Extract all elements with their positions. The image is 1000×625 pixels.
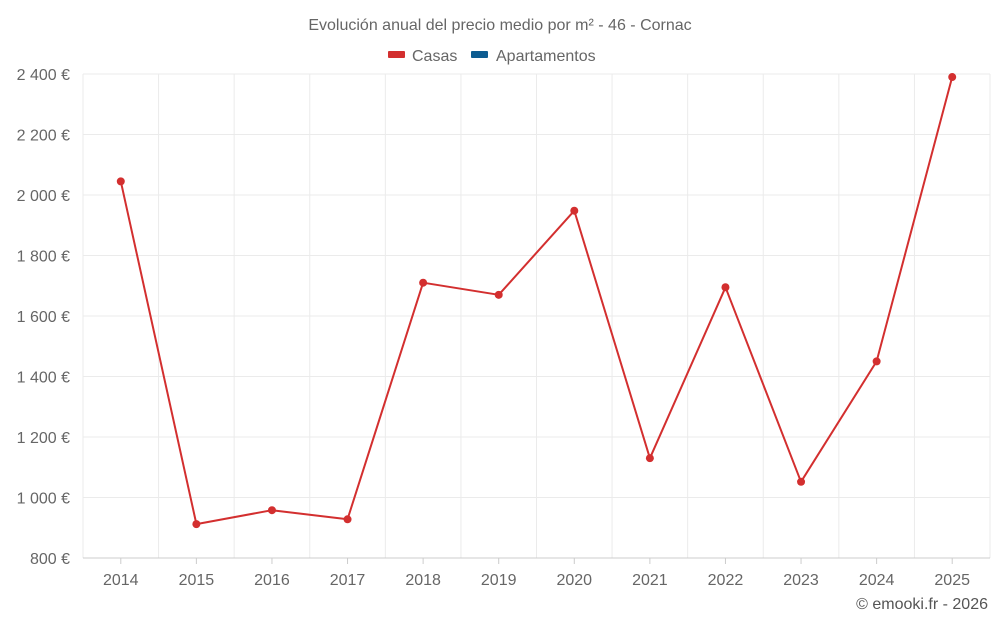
legend-label-apartamentos[interactable]: Apartamentos <box>496 48 596 65</box>
x-axis-ticks: 2014 2015 2016 2017 2018 2019 2020 2021 2022 2023… <box>103 558 970 589</box>
chart-title: Evolución anual del precio medio por m² … <box>308 17 691 34</box>
x-tick-label: 2014 <box>103 572 139 589</box>
gridlines <box>82 73 991 558</box>
y-axis-ticks: 800 € 1 000 € 1 200 € 1 400 € 1 600 € 1 800 €… <box>17 67 70 568</box>
data-point[interactable] <box>267 506 276 515</box>
data-point[interactable] <box>797 477 806 486</box>
x-tick-label: 2022 <box>708 572 744 589</box>
y-tick-label: 2 000 € <box>17 188 70 205</box>
y-tick-label: 800 € <box>30 551 70 568</box>
x-tick-label: 2016 <box>254 572 290 589</box>
data-point[interactable] <box>872 357 881 366</box>
series-layer <box>116 73 957 529</box>
legend-swatch-apartamentos[interactable] <box>471 51 488 58</box>
data-point[interactable] <box>116 177 125 186</box>
data-point[interactable] <box>570 206 579 215</box>
x-tick-label: 2018 <box>405 572 441 589</box>
y-tick-label: 2 200 € <box>17 128 70 145</box>
legend-swatch-casas[interactable] <box>388 51 405 58</box>
x-tick-label: 2025 <box>934 572 970 589</box>
x-tick-label: 2015 <box>179 572 215 589</box>
legend: Casas Apartamentos <box>388 48 596 65</box>
data-point[interactable] <box>419 278 428 287</box>
data-point[interactable] <box>721 283 730 292</box>
series-line-0 <box>119 76 954 526</box>
y-tick-label: 1 400 € <box>17 370 70 387</box>
x-tick-label: 2021 <box>632 572 668 589</box>
y-tick-label: 2 400 € <box>17 67 70 84</box>
data-point[interactable] <box>948 73 957 82</box>
data-point[interactable] <box>645 454 654 463</box>
data-point[interactable] <box>494 290 503 299</box>
legend-label-casas[interactable]: Casas <box>412 48 457 65</box>
x-tick-label: 2019 <box>481 572 517 589</box>
credit-text: © emooki.fr - 2026 <box>856 596 988 613</box>
x-tick-label: 2020 <box>556 572 592 589</box>
y-tick-label: 1 200 € <box>17 430 70 447</box>
x-tick-label: 2023 <box>783 572 819 589</box>
data-point[interactable] <box>192 520 201 529</box>
y-tick-label: 1 800 € <box>17 249 70 266</box>
y-tick-label: 1 600 € <box>17 309 70 326</box>
y-tick-label: 1 000 € <box>17 491 70 508</box>
x-tick-label: 2024 <box>859 572 895 589</box>
x-tick-label: 2017 <box>330 572 366 589</box>
data-point[interactable] <box>343 515 352 524</box>
